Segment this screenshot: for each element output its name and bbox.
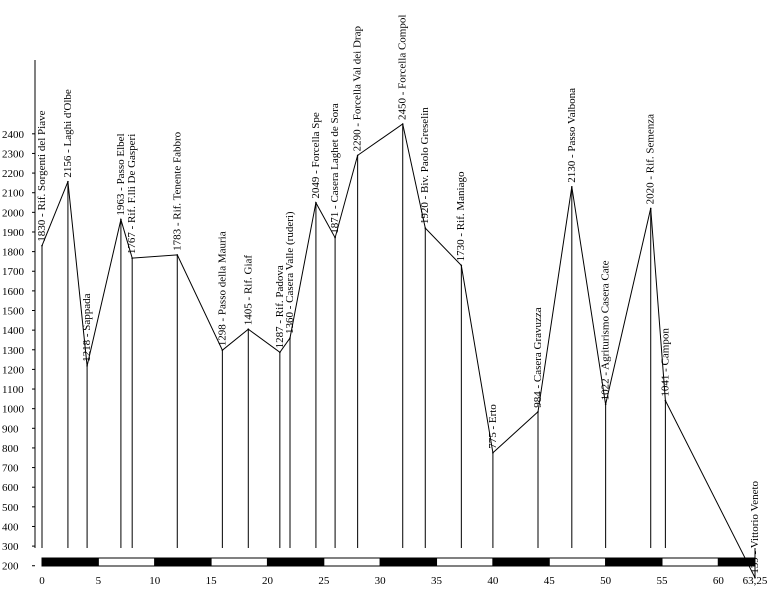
scale-bar-segment bbox=[379, 557, 438, 567]
elevation-line bbox=[41, 123, 756, 578]
waypoint-label: 1871 - Casera Laghet de Sora bbox=[329, 103, 341, 234]
y-tick-label: 300 bbox=[2, 541, 19, 553]
waypoint-label: 1218 - Sappada bbox=[81, 293, 93, 362]
waypoint-label: 1830 - Rif. Sorgenti del Piave bbox=[36, 110, 48, 241]
y-tick-label: 1800 bbox=[2, 247, 25, 259]
y-tick-label: 1200 bbox=[2, 364, 25, 376]
waypoint-label: 1360 - Casera Valle (ruderi) bbox=[284, 211, 296, 334]
x-tick-label: 5 bbox=[96, 575, 102, 587]
y-tick-label: 2100 bbox=[2, 188, 25, 200]
waypoint-label: 1767 - Rif. F.lli De Gasperi bbox=[126, 134, 138, 254]
waypoint-label: 2156 - Laghi d'Olbe bbox=[62, 89, 74, 178]
scale-bar-segment bbox=[323, 557, 381, 567]
y-tick-label: 600 bbox=[2, 482, 19, 494]
waypoint-label: 1041 - Campon bbox=[659, 328, 671, 397]
x-tick-label: 40 bbox=[487, 575, 499, 587]
scale-bar-segment bbox=[436, 557, 494, 567]
scale-bar-segment bbox=[717, 557, 756, 567]
scale-bar-segment bbox=[154, 557, 212, 567]
y-tick-label: 2300 bbox=[2, 148, 25, 160]
waypoint-label: 984 - Casera Gravuzza bbox=[532, 307, 544, 408]
waypoint-label: 1298 - Passo della Mauria bbox=[216, 231, 228, 346]
y-tick-label: 800 bbox=[2, 443, 19, 455]
waypoint-label: 139 - Vittorio Veneto bbox=[749, 480, 761, 573]
x-tick-label: 10 bbox=[149, 575, 161, 587]
scale-bar-segment bbox=[661, 557, 719, 567]
waypoint-label: 1730 - Rif. Maniago bbox=[455, 171, 467, 261]
y-tick-label: 1400 bbox=[2, 325, 25, 337]
y-tick-label: 1900 bbox=[2, 227, 25, 239]
waypoint-label: 1920 - Biv. Paolo Greselin bbox=[419, 107, 431, 224]
x-tick-label: 30 bbox=[375, 575, 387, 587]
x-tick-label: 45 bbox=[544, 575, 556, 587]
y-tick-label: 2400 bbox=[2, 129, 25, 141]
x-tick-label: 35 bbox=[431, 575, 443, 587]
waypoint-verticals bbox=[41, 124, 756, 578]
x-tick-label: 60 bbox=[713, 575, 725, 587]
distance-scale-bar bbox=[41, 557, 756, 567]
waypoint-label: 1783 - Rif. Tenente Fabbro bbox=[171, 131, 183, 251]
y-tick-label: 400 bbox=[2, 521, 19, 533]
waypoint-label: 2450 - Forcella Compol bbox=[397, 15, 409, 120]
x-axis-tick-labels: 0 5 10 15 20 25 30 35 40 45 50 55 60 63,25 bbox=[39, 575, 768, 587]
waypoint-label: 775 - Erto bbox=[487, 404, 499, 449]
x-tick-label: 63,25 bbox=[743, 575, 768, 587]
scale-bar-segment bbox=[41, 557, 99, 567]
scale-bar-segment bbox=[492, 557, 550, 567]
elevation-profile bbox=[41, 123, 756, 579]
waypoint-label: 2130 - Passo Valbona bbox=[566, 88, 578, 183]
y-tick-label: 1700 bbox=[2, 266, 25, 278]
waypoint-label: 1405 - Rif. Giaf bbox=[242, 255, 254, 326]
y-tick-label: 1500 bbox=[2, 306, 25, 318]
scale-bar-segment bbox=[605, 557, 663, 567]
y-tick-label: 700 bbox=[2, 463, 19, 475]
waypoint-label: 1287 - Rif. Padova bbox=[274, 265, 286, 348]
y-tick-label: 2200 bbox=[2, 168, 25, 180]
scale-bar-segment bbox=[97, 557, 156, 567]
scale-bar-segment bbox=[548, 557, 607, 567]
y-tick-label: 1100 bbox=[2, 384, 24, 396]
x-tick-label: 15 bbox=[206, 575, 218, 587]
x-tick-label: 25 bbox=[318, 575, 330, 587]
waypoint-labels: 1830 - Rif. Sorgenti del Piave 2156 - Lag… bbox=[36, 15, 761, 574]
scale-bar-segment bbox=[210, 557, 268, 567]
y-tick-label: 1000 bbox=[2, 404, 25, 416]
scale-bar-segment bbox=[266, 557, 325, 567]
waypoint-label: 2290 - Forcella Val dei Drap bbox=[352, 26, 364, 152]
x-tick-label: 0 bbox=[39, 575, 45, 587]
waypoint-label: 1022 - Agriturismo Casera Cate bbox=[600, 260, 612, 400]
y-tick-label: 1600 bbox=[2, 286, 25, 298]
x-tick-label: 50 bbox=[600, 575, 612, 587]
x-tick-label: 55 bbox=[657, 575, 669, 587]
y-tick-label: 2000 bbox=[2, 207, 25, 219]
waypoint-label: 2020 - Rif. Semenza bbox=[645, 114, 657, 205]
x-tick-label: 20 bbox=[262, 575, 274, 587]
waypoint-label: 1963 - Passo Elbel bbox=[115, 133, 127, 215]
y-tick-label: 1300 bbox=[2, 345, 25, 357]
waypoint-label: 2049 - Forcella Spe bbox=[310, 112, 322, 199]
y-axis: 200 300 400 500 600 700 800 900 1000 1100 1200 1300… bbox=[2, 60, 36, 573]
y-tick-label: 500 bbox=[2, 502, 19, 514]
y-tick-label: 900 bbox=[2, 423, 19, 435]
y-tick-label: 200 bbox=[2, 561, 19, 573]
